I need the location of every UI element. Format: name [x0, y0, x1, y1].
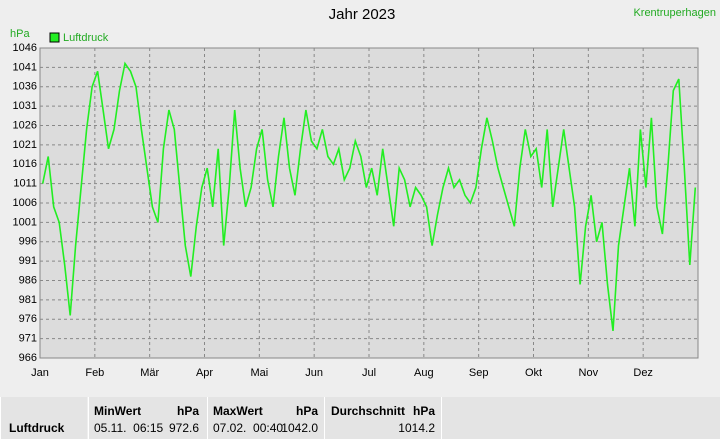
max-time: 07.02. 00:40 — [213, 421, 284, 435]
y-tick-label: 1006 — [13, 197, 37, 209]
y-tick-label: 1021 — [13, 139, 37, 151]
row-label: Luftdruck — [9, 421, 65, 435]
stats-cell — [441, 397, 720, 439]
y-axis-label: hPa — [10, 28, 30, 40]
x-tick-label: Jun — [305, 367, 323, 379]
min-header: MinWert — [94, 404, 142, 418]
x-tick-label: Mai — [250, 367, 268, 379]
stats-cell: MaxWert hPa 07.02. 00:40 1042.0 — [207, 397, 324, 439]
y-tick-label: 1031 — [13, 100, 37, 112]
y-tick-label: 966 — [19, 352, 37, 364]
y-tick-label: 1026 — [13, 119, 37, 131]
legend-swatch — [49, 32, 60, 43]
max-unit: hPa — [295, 404, 318, 418]
avg-header: Durchschnitt — [331, 404, 406, 418]
y-tick-label: 1001 — [13, 216, 37, 228]
legend-label: Luftdruck — [63, 32, 109, 44]
x-tick-label: Aug — [414, 367, 434, 379]
max-value: 1042.0 — [281, 421, 318, 435]
avg-value: 1014.2 — [398, 421, 435, 435]
y-tick-label: 991 — [19, 255, 37, 267]
y-tick-label: 1041 — [13, 61, 37, 73]
y-tick-label: 971 — [19, 333, 37, 345]
x-tick-label: Jul — [362, 367, 376, 379]
x-tick-label: Jan — [31, 367, 49, 379]
y-tick-label: 976 — [19, 313, 37, 325]
avg-unit: hPa — [412, 404, 435, 418]
y-tick-label: 981 — [19, 294, 37, 306]
stats-cell: Durchschnitt hPa 1014.2 — [324, 397, 441, 439]
max-header: MaxWert — [213, 404, 263, 418]
station-name: Krentruperhagen — [633, 7, 716, 19]
line — [41, 61, 697, 331]
x-tick-label: Okt — [525, 367, 542, 379]
min-unit: hPa — [176, 404, 199, 418]
y-tick-label: 1011 — [13, 178, 37, 190]
chart-title: Jahr 2023 — [329, 6, 396, 23]
y-tick-label: 1036 — [13, 81, 37, 93]
x-tick-label: Apr — [196, 367, 213, 379]
y-tick-label: 1046 — [13, 42, 37, 54]
y-tick-label: 986 — [19, 274, 37, 286]
x-tick-label: Sep — [469, 367, 489, 379]
y-tick-label: 1016 — [13, 158, 37, 170]
min-value: 972.6 — [168, 421, 199, 435]
min-time: 05.11. 06:15 — [94, 421, 164, 435]
x-tick-label: Dez — [633, 367, 653, 379]
stats-cell: MinWert hPa 05.11. 06:15 972.6 — [88, 397, 207, 439]
x-tick-label: Feb — [85, 367, 104, 379]
y-tick-label: 996 — [19, 236, 37, 248]
chart: Jahr 2023 Krentruperhagen hPa Luftdruck … — [10, 6, 716, 379]
x-tick-label: Mär — [140, 367, 159, 379]
x-tick-label: Nov — [579, 367, 599, 379]
stats-cell: Luftdruck — [0, 397, 87, 439]
